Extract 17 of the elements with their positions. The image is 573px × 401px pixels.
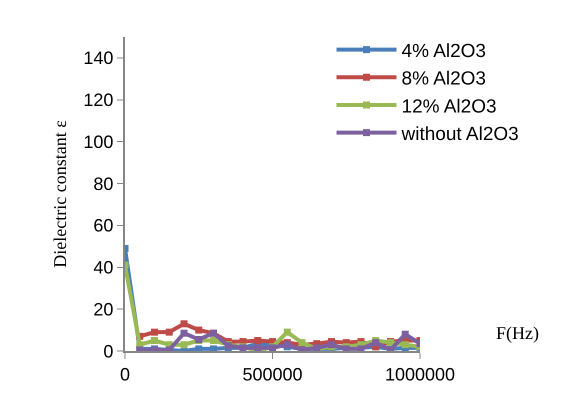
legend-label: 12% Al2O3 (402, 96, 497, 118)
y-tick-label: 100 (83, 132, 114, 152)
y-tick-label: 20 (93, 299, 114, 320)
x-tick-label: 500000 (242, 364, 303, 385)
x-tick-label: 1000000 (384, 364, 456, 385)
y-tick-label: 80 (93, 174, 114, 194)
y-axis-title: Dielectric constant ε (50, 120, 70, 268)
x-tick-label: 0 (120, 364, 130, 385)
y-tick-label: 0 (103, 341, 114, 362)
y-tick-label: 140 (83, 48, 114, 68)
y-tick-label: 60 (93, 216, 114, 236)
x-axis-title: F(Hz) (496, 323, 539, 343)
legend-label: 4% Al2O3 (402, 40, 486, 62)
legend-label: without Al2O3 (400, 124, 519, 146)
y-tick-label: 40 (93, 258, 114, 278)
y-tick-label: 120 (83, 90, 114, 110)
legend-label: 8% Al2O3 (402, 68, 486, 90)
